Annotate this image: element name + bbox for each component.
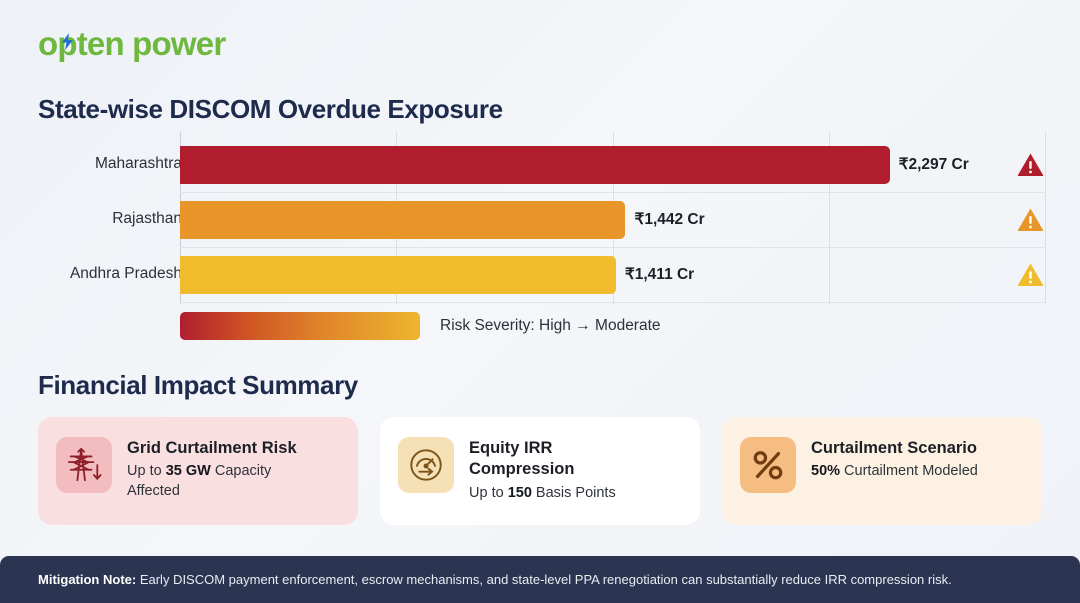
impact-card-body: Equity IRR Compression Up to 150 Basis Po… [469, 437, 644, 503]
severity-legend-label: Risk Severity: High → Moderate [440, 317, 661, 334]
transmission-tower-down-icon [56, 437, 112, 493]
gauge-meter-icon [398, 437, 454, 493]
chart-category-label: Andhra Pradesh [69, 265, 182, 282]
mitigation-note-label: Mitigation Note: [38, 572, 137, 587]
warning-triangle-icon [1017, 207, 1044, 237]
warning-triangle-icon [1017, 152, 1044, 182]
impact-card-title: Curtailment Scenario [811, 439, 977, 457]
severity-gradient-swatch [180, 312, 420, 340]
chart-gridline-vertical [1045, 132, 1046, 304]
brand-logo: o p ten power [38, 25, 226, 62]
brand-logo-o: o [38, 25, 58, 62]
chart-category-label: Rajasthan [112, 210, 182, 227]
mitigation-note-body: Early DISCOM payment enforcement, escrow… [136, 572, 952, 587]
chart-gridline-vertical [828, 132, 830, 304]
impact-card-metric: 35 GW [165, 463, 211, 480]
impact-card[interactable]: Grid Curtailment Risk Up to 35 GW Capacit… [38, 417, 358, 525]
chart-bar-value-label: ₹1,411 Cr [624, 266, 695, 283]
impact-section-title: Financial Impact Summary [38, 370, 358, 400]
chart-bar-row: Maharashtra ₹2,297 Cr [0, 146, 1080, 184]
overdue-exposure-bar-chart: Maharashtra ₹2,297 Cr Rajasthan ₹1,442 Cr An… [0, 132, 1080, 307]
impact-card-title: Grid Curtailment Risk [127, 439, 297, 457]
chart-row-separator [180, 192, 1045, 193]
impact-card-subtitle: Up to 150 Basis Points [469, 484, 616, 501]
impact-card-metric: 50% [811, 463, 841, 480]
chart-category-label: Maharashtra [94, 155, 182, 172]
chart-bar[interactable] [180, 201, 626, 239]
chart-bar-row: Andhra Pradesh ₹1,411 Cr [0, 256, 1080, 294]
brand-logo-p-with-bolt: p [57, 27, 77, 60]
page-title: State-wise DISCOM Overdue Exposure [38, 94, 503, 124]
impact-card-title: Equity IRR Compression [469, 439, 575, 479]
chart-bar[interactable] [180, 146, 890, 184]
chart-row-separator [180, 302, 1045, 303]
impact-card[interactable]: Equity IRR Compression Up to 150 Basis Po… [380, 417, 700, 525]
financial-impact-cards: Grid Curtailment Risk Up to 35 GW Capacit… [38, 417, 1042, 525]
warning-triangle-icon [1017, 262, 1044, 292]
lightning-bolt-icon [62, 33, 74, 50]
impact-card-body: Curtailment Scenario 50% Curtailment Mode… [811, 437, 978, 482]
mitigation-note-bar: Mitigation Note: Early DISCOM payment en… [0, 556, 1080, 603]
chart-bar-value-label: ₹1,442 Cr [634, 211, 705, 228]
chart-bar-row: Rajasthan ₹1,442 Cr [0, 201, 1080, 239]
mitigation-note-text: Mitigation Note: Early DISCOM payment en… [38, 572, 952, 587]
chart-bar-value-label: ₹2,297 Cr [898, 156, 969, 173]
impact-card-subtitle: Up to 35 GW Capacity Affected [127, 463, 272, 499]
chart-bar[interactable] [180, 256, 616, 294]
impact-card-body: Grid Curtailment Risk Up to 35 GW Capacit… [127, 437, 317, 502]
percent-icon [740, 437, 796, 493]
impact-card-subtitle: 50% Curtailment Modeled [811, 463, 978, 480]
impact-card-metric: 150 [507, 484, 532, 501]
brand-logo-rest: ten power [76, 25, 226, 62]
chart-row-separator [180, 247, 1045, 248]
risk-severity-legend: Risk Severity: High → Moderate [180, 312, 661, 340]
impact-card[interactable]: Curtailment Scenario 50% Curtailment Mode… [722, 417, 1042, 525]
